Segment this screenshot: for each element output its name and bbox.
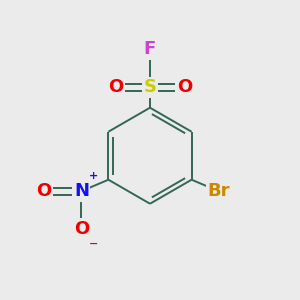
- Text: N: N: [74, 182, 89, 200]
- Text: −: −: [89, 239, 99, 249]
- Text: Br: Br: [207, 182, 230, 200]
- Text: O: O: [177, 78, 192, 96]
- Text: +: +: [89, 171, 99, 181]
- Text: O: O: [108, 78, 123, 96]
- Text: F: F: [144, 40, 156, 58]
- Text: O: O: [74, 220, 89, 238]
- Text: S: S: [143, 78, 157, 96]
- Text: O: O: [36, 182, 51, 200]
